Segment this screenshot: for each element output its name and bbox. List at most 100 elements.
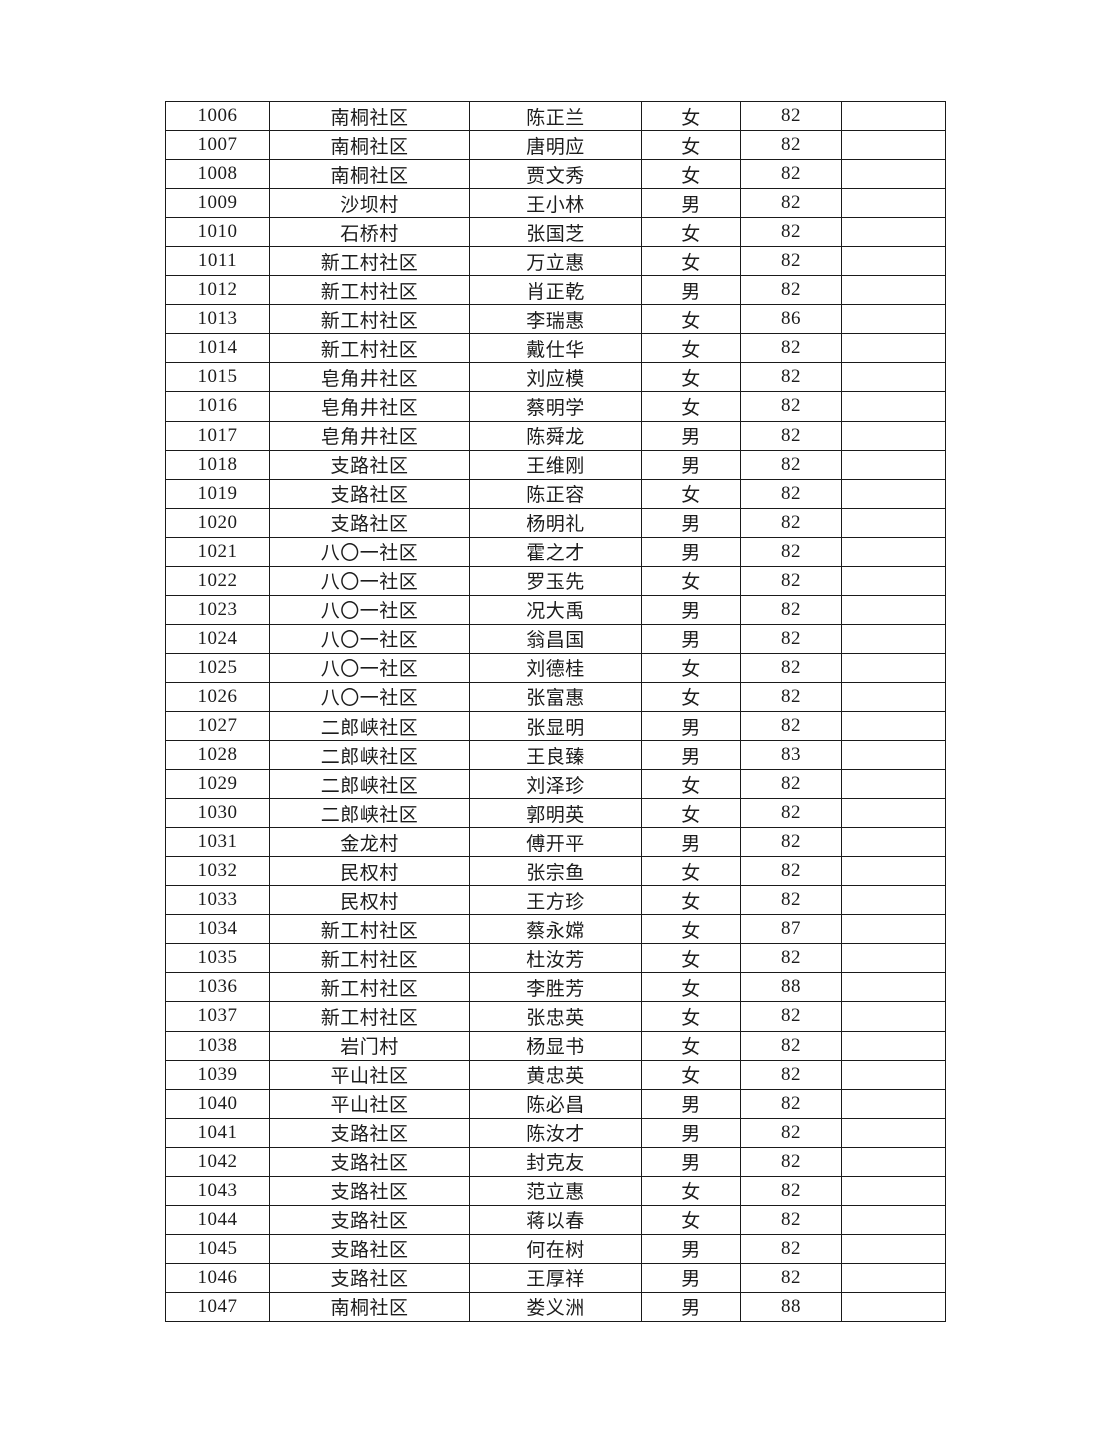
cell-id: 1015 <box>165 362 270 393</box>
cell-gender: 女 <box>641 652 741 683</box>
cell-gender: 女 <box>641 159 741 190</box>
cell-note <box>841 594 946 625</box>
cell-community: 新工村社区 <box>269 246 470 277</box>
cell-note <box>841 769 946 800</box>
cell-age: 82 <box>740 130 842 161</box>
cell-name: 李瑞惠 <box>469 304 642 335</box>
cell-name: 刘泽珍 <box>469 769 642 800</box>
cell-name: 杨显书 <box>469 1030 642 1061</box>
cell-name: 霍之才 <box>469 536 642 567</box>
cell-age: 82 <box>740 943 842 974</box>
table-row: 1019 支路社区 陈正容女 82 <box>165 478 946 509</box>
cell-age: 82 <box>740 275 842 306</box>
cell-name: 陈正兰 <box>469 100 642 132</box>
cell-age: 82 <box>740 1001 842 1032</box>
cell-age: 88 <box>740 1291 842 1323</box>
cell-age: 82 <box>740 536 842 567</box>
cell-id: 1034 <box>165 914 270 945</box>
cell-id: 1029 <box>165 769 270 800</box>
cell-age: 88 <box>740 972 842 1003</box>
roster-table: 1006 南桐社区 陈正兰女 82 1007 南桐社区 唐明应女 82 1008 南桐社区 贾文秀女… <box>165 100 946 1323</box>
cell-id: 1016 <box>165 391 270 422</box>
cell-age: 87 <box>740 914 842 945</box>
cell-note <box>841 159 946 190</box>
cell-note <box>841 1030 946 1061</box>
cell-gender: 女 <box>641 333 741 364</box>
cell-name: 李胜芳 <box>469 972 642 1003</box>
cell-name: 杨明礼 <box>469 507 642 538</box>
cell-id: 1021 <box>165 536 270 567</box>
cell-gender: 男 <box>641 449 741 480</box>
table-row: 1013 新工村社区 李瑞惠女 86 <box>165 304 946 335</box>
cell-note <box>841 652 946 683</box>
cell-age: 82 <box>740 856 842 887</box>
cell-id: 1032 <box>165 856 270 887</box>
cell-id: 1030 <box>165 798 270 829</box>
cell-id: 1019 <box>165 478 270 509</box>
cell-note <box>841 217 946 248</box>
cell-community: 平山社区 <box>269 1059 470 1090</box>
cell-name: 张宗鱼 <box>469 856 642 887</box>
cell-gender: 女 <box>641 565 741 596</box>
cell-community: 新工村社区 <box>269 943 470 974</box>
cell-community: 支路社区 <box>269 449 470 480</box>
cell-community: 皂角井社区 <box>269 391 470 422</box>
cell-name: 张显明 <box>469 710 642 742</box>
cell-community: 支路社区 <box>269 478 470 509</box>
cell-name: 张富惠 <box>469 681 642 712</box>
cell-note <box>841 1291 946 1323</box>
table-row: 1008 南桐社区 贾文秀女 82 <box>165 159 946 190</box>
cell-age: 82 <box>740 594 842 625</box>
cell-community: 新工村社区 <box>269 1001 470 1032</box>
cell-age: 82 <box>740 1262 842 1293</box>
table-row: 1007 南桐社区 唐明应女 82 <box>165 130 946 161</box>
cell-community: 支路社区 <box>269 1233 470 1264</box>
cell-community: 八〇一社区 <box>269 536 470 567</box>
cell-note <box>841 710 946 742</box>
table-row: 1040 平山社区 陈必昌男 82 <box>165 1088 946 1119</box>
cell-name: 王良臻 <box>469 740 642 771</box>
table-row: 1032 民权村 张宗鱼女 82 <box>165 856 946 887</box>
cell-gender: 男 <box>641 827 741 858</box>
cell-id: 1026 <box>165 681 270 712</box>
cell-name: 王厚祥 <box>469 1262 642 1293</box>
cell-note <box>841 130 946 161</box>
cell-community: 支路社区 <box>269 1146 470 1177</box>
cell-note <box>841 1001 946 1032</box>
cell-community: 新工村社区 <box>269 914 470 945</box>
cell-community: 沙坝村 <box>269 188 470 219</box>
cell-gender: 女 <box>641 391 741 422</box>
cell-community: 南桐社区 <box>269 100 470 132</box>
table-row: 1034 新工村社区 蔡永嫦女 87 <box>165 914 946 945</box>
cell-community: 新工村社区 <box>269 972 470 1003</box>
table-row: 1010 石桥村 张国芝女 82 <box>165 217 946 248</box>
cell-id: 1018 <box>165 449 270 480</box>
cell-name: 罗玉先 <box>469 565 642 596</box>
cell-gender: 女 <box>641 885 741 916</box>
cell-note <box>841 681 946 712</box>
cell-gender: 女 <box>641 943 741 974</box>
cell-name: 郭明英 <box>469 798 642 829</box>
cell-gender: 女 <box>641 798 741 829</box>
cell-gender: 女 <box>641 856 741 887</box>
cell-community: 二郎峡社区 <box>269 798 470 829</box>
cell-gender: 女 <box>641 972 741 1003</box>
cell-id: 1045 <box>165 1233 270 1264</box>
cell-community: 南桐社区 <box>269 130 470 161</box>
cell-name: 何在树 <box>469 1233 642 1264</box>
cell-name: 王维刚 <box>469 449 642 480</box>
cell-note <box>841 740 946 771</box>
cell-note <box>841 391 946 422</box>
table-row: 1017 皂角井社区 陈舜龙男 82 <box>165 420 946 451</box>
cell-age: 82 <box>740 188 842 219</box>
cell-community: 二郎峡社区 <box>269 740 470 771</box>
table-row: 1037 新工村社区 张忠英女 82 <box>165 1001 946 1032</box>
table-row: 1035 新工村社区 杜汝芳女 82 <box>165 943 946 974</box>
table-row: 1026 八〇一社区 张富惠女 82 <box>165 681 946 712</box>
cell-name: 张忠英 <box>469 1001 642 1032</box>
cell-note <box>841 1117 946 1148</box>
table-row: 1039 平山社区 黄忠英女 82 <box>165 1059 946 1090</box>
cell-community: 岩门村 <box>269 1030 470 1061</box>
cell-note <box>841 827 946 858</box>
cell-id: 1044 <box>165 1204 270 1235</box>
